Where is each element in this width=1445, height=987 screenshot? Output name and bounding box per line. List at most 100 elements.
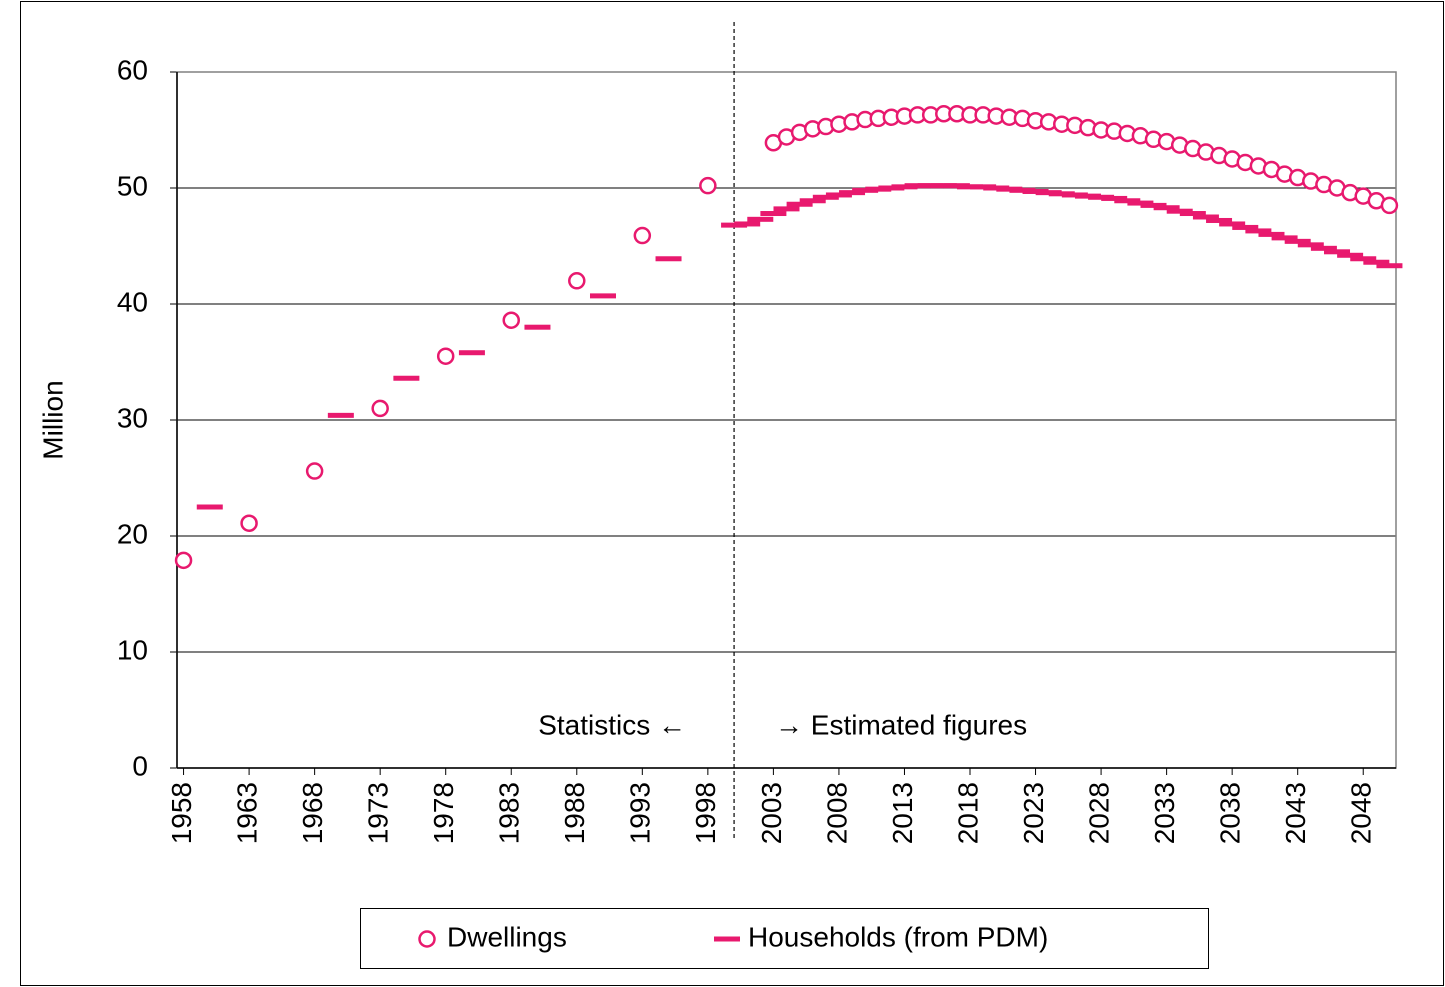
y-tick-label: 40 xyxy=(117,286,148,317)
household-point xyxy=(655,256,682,262)
household-point xyxy=(917,183,944,189)
household-point xyxy=(1337,252,1364,258)
household-point xyxy=(1088,194,1115,200)
household-point xyxy=(1376,263,1403,269)
household-point xyxy=(1009,187,1036,193)
dwelling-point xyxy=(633,226,652,245)
household-point xyxy=(996,186,1023,192)
dwelling-point xyxy=(1380,196,1399,215)
household-point xyxy=(760,211,787,217)
dwelling-point xyxy=(568,272,586,290)
household-point xyxy=(839,190,866,196)
household-point xyxy=(747,216,774,222)
legend-label: Households (from PDM) xyxy=(748,921,1048,952)
household-point xyxy=(1192,214,1219,220)
household-point xyxy=(1101,195,1128,201)
household-point xyxy=(1297,242,1324,248)
household-point xyxy=(1363,259,1390,265)
x-tick-label: 1978 xyxy=(428,782,459,844)
y-tick-label: 30 xyxy=(117,402,148,433)
household-point xyxy=(786,201,813,207)
household-point xyxy=(799,198,826,204)
x-tick-label: 2018 xyxy=(952,782,983,844)
household-point xyxy=(1127,200,1154,206)
household-point xyxy=(773,206,800,212)
household-point xyxy=(1219,221,1246,227)
x-tick-label: 1968 xyxy=(297,782,328,844)
legend-marker xyxy=(714,936,740,942)
x-tick-label: 2043 xyxy=(1280,782,1311,844)
x-tick-label: 1973 xyxy=(363,782,394,844)
household-point xyxy=(983,185,1010,191)
legend-box xyxy=(360,908,1209,969)
y-axis-label: Million xyxy=(37,380,68,459)
household-point xyxy=(1245,228,1272,234)
x-tick-label: 2008 xyxy=(821,782,852,844)
household-point xyxy=(1179,211,1206,217)
household-point xyxy=(1048,191,1075,197)
household-point xyxy=(1035,190,1062,196)
household-point xyxy=(930,183,957,189)
y-tick-label: 10 xyxy=(117,634,148,665)
x-tick-label: 2003 xyxy=(756,782,787,844)
x-tick-label: 1958 xyxy=(166,782,197,844)
household-point xyxy=(1166,208,1193,214)
household-point xyxy=(865,186,892,192)
household-point xyxy=(1324,249,1351,255)
y-tick-label: 50 xyxy=(117,170,148,201)
x-tick-label: 2028 xyxy=(1083,782,1114,844)
y-tick-label: 20 xyxy=(117,518,148,549)
dwelling-point xyxy=(305,462,324,480)
household-point xyxy=(393,375,420,381)
household-point xyxy=(1114,198,1141,204)
household-point xyxy=(878,185,905,191)
dwelling-point xyxy=(240,514,258,532)
x-tick-label: 2013 xyxy=(887,782,918,844)
x-tick-label: 1983 xyxy=(494,782,525,844)
legend-label: Dwellings xyxy=(447,921,567,952)
dwelling-point xyxy=(174,551,193,570)
dwelling-point xyxy=(371,399,389,418)
household-point xyxy=(1061,192,1088,198)
household-point xyxy=(1258,231,1285,237)
household-point xyxy=(1284,238,1311,244)
household-point xyxy=(721,222,748,228)
household-point xyxy=(458,350,485,356)
household-point xyxy=(1206,217,1233,223)
household-point xyxy=(1140,202,1167,208)
household-point xyxy=(904,183,931,189)
x-tick-label: 2038 xyxy=(1215,782,1246,844)
x-tick-label: 2033 xyxy=(1149,782,1180,844)
household-point xyxy=(891,184,918,190)
annotation: → Estimated figures xyxy=(775,709,1027,740)
household-point xyxy=(825,192,852,198)
y-tick-label: 60 xyxy=(117,54,148,85)
x-tick-label: 2048 xyxy=(1346,782,1377,844)
household-point xyxy=(1271,235,1298,241)
household-point xyxy=(734,221,761,227)
household-point xyxy=(1232,224,1259,230)
x-tick-label: 1998 xyxy=(690,782,721,844)
x-tick-label: 1993 xyxy=(625,782,656,844)
annotation: Statistics ← xyxy=(538,709,686,740)
household-point xyxy=(1153,205,1180,211)
household-point xyxy=(524,324,551,330)
household-point xyxy=(1310,245,1337,251)
household-point xyxy=(196,504,223,510)
x-tick-label: 1963 xyxy=(231,782,262,844)
x-tick-label: 2023 xyxy=(1018,782,1049,844)
dwelling-point xyxy=(699,176,717,195)
household-point xyxy=(1022,188,1049,194)
household-point xyxy=(1350,256,1377,262)
household-point xyxy=(943,183,970,189)
legend-marker xyxy=(418,930,436,948)
y-tick-label: 0 xyxy=(132,750,148,781)
dwelling-point xyxy=(436,347,455,365)
dwelling-point xyxy=(502,311,520,329)
household-point xyxy=(852,187,879,193)
household-point xyxy=(327,412,354,418)
household-point xyxy=(1074,193,1101,199)
x-tick-label: 1988 xyxy=(559,782,590,844)
household-point xyxy=(589,293,616,299)
